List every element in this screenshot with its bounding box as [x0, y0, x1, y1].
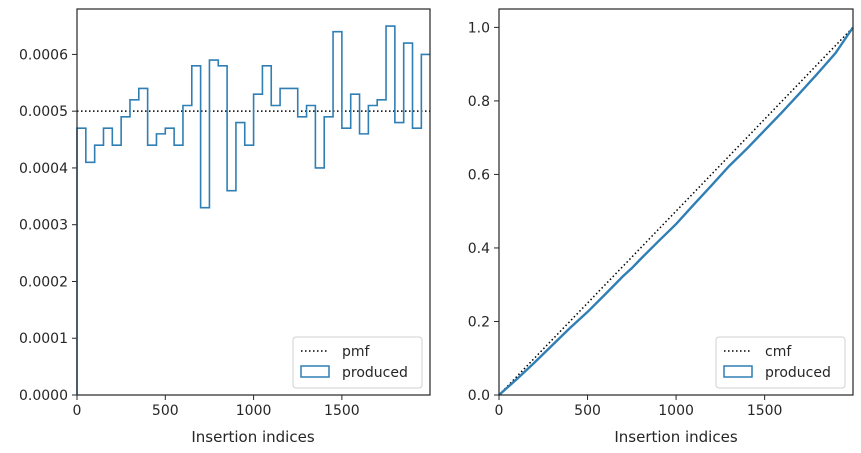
y-ticks-right: 0.0 0.2 0.4 0.6 0.8 1.0 [468, 20, 499, 404]
plot-area-left [77, 9, 430, 395]
produced-histogram-step [76, 25, 430, 395]
legend-frame-left [292, 336, 423, 389]
y-tick-label: 0.6 [468, 167, 490, 183]
legend-produced-label-right: produced [765, 365, 831, 381]
legend-cmf-label: cmf [765, 344, 792, 360]
x-tick-label: 500 [152, 403, 179, 419]
axes-frame-right [498, 8, 854, 396]
legend-frame-right [715, 336, 846, 389]
x-ticks-left: 0 500 1000 1500 [73, 395, 360, 419]
axes-frame-left [76, 8, 431, 396]
legend-produced-swatch [300, 365, 330, 378]
legend-right: cmf produced [715, 336, 846, 389]
x-ticks-right: 0 500 1000 1500 [495, 395, 783, 419]
x-tick-label: 1000 [658, 403, 694, 419]
x-tick-label: 1000 [236, 403, 272, 419]
y-tick-label: 1.0 [468, 20, 490, 36]
y-tick-label: 0.0003 [19, 218, 68, 234]
pmf-histogram-panel: 0 500 1000 1500 0.00000.00010.00020.00030.0… [19, 8, 431, 446]
cmf-line [498, 26, 854, 396]
x-tick-label: 1500 [324, 403, 360, 419]
legend-pmf-label: pmf [342, 344, 371, 360]
y-tick-label: 0.0004 [19, 161, 68, 177]
plot-area-right [499, 9, 853, 395]
y-tick-label: 0.4 [468, 241, 490, 257]
y-ticks-left: 0.0000 0.0001 0.0002 0.0003 0.0004 0.0005 0.00… [19, 47, 77, 404]
x-tick-label: 0 [73, 403, 82, 419]
x-tick-label: 500 [574, 403, 601, 419]
legend-produced-label: produced [342, 365, 408, 381]
y-tick-label: 0.8 [468, 94, 490, 110]
produced-cumulative-line [498, 26, 854, 396]
y-tick-label: 0.0 [468, 388, 490, 404]
x-axis-label-left: Insertion indices [191, 428, 314, 446]
y-tick-label: 0.0005 [19, 104, 68, 120]
y-tick-label: 0.0006 [19, 47, 68, 63]
legend-produced-swatch-right [723, 365, 753, 378]
legend-left: pmf produced [292, 336, 423, 389]
cmf-panel: 0 500 1000 1500 0.0 0.2 0.4 0.6 0.8 1.0 Insertio… [468, 8, 854, 446]
x-tick-label: 1500 [747, 403, 783, 419]
y-tick-label: 0.0000 [19, 388, 68, 404]
x-axis-label-right: Insertion indices [614, 428, 737, 446]
y-tick-label: 0.2 [468, 314, 490, 330]
y-tick-label: 0.0002 [19, 274, 68, 290]
x-tick-label: 0 [495, 403, 504, 419]
y-tick-label: 0.0001 [19, 331, 68, 347]
